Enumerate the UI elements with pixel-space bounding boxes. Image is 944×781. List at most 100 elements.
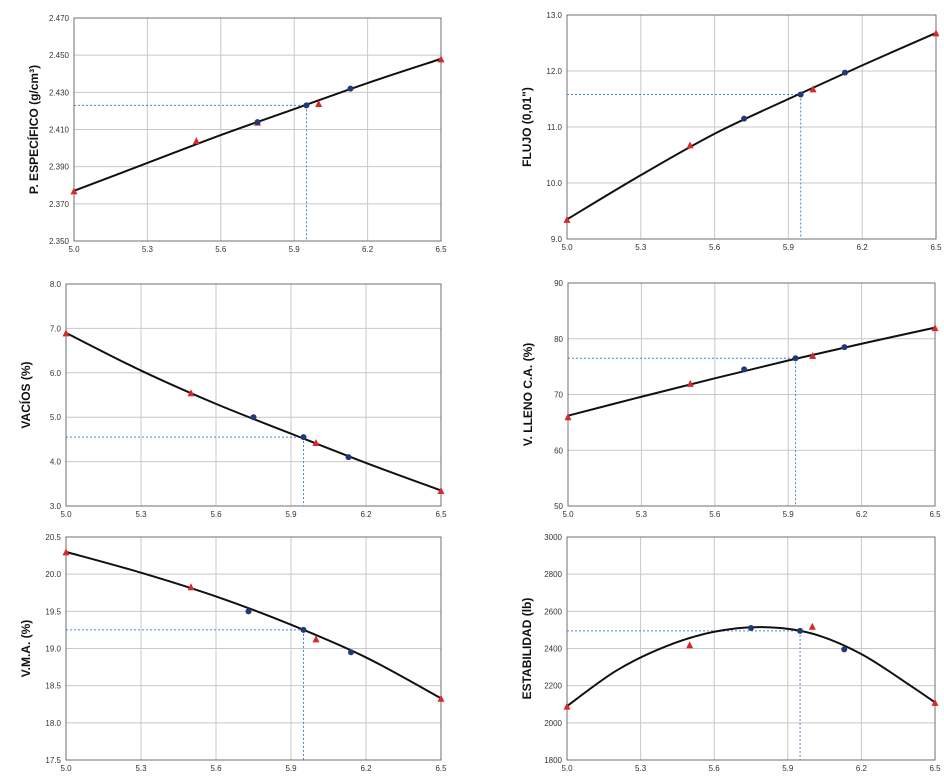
data-point-triangle: [563, 702, 571, 710]
x-tick-label: 5.9: [783, 510, 795, 519]
x-tick-label: 5.3: [635, 243, 647, 252]
y-tick-label: 12.0: [546, 67, 562, 76]
data-point-dot: [250, 414, 257, 421]
plot-frame: [65, 283, 442, 507]
x-tick-label: 5.3: [142, 245, 154, 254]
data-point-dot: [300, 434, 307, 441]
x-tick-label: 6.2: [362, 245, 374, 254]
y-tick-label: 2600: [544, 607, 562, 616]
fit-curve: [566, 32, 937, 221]
data-point-triangle: [187, 389, 195, 397]
chart-panel-4: 5.0 5.3 5.6 5.9 6.2 6.5 50 60 70 80 90 V. LLENO C.A…: [521, 279, 941, 519]
y-tick-label: 7.0: [50, 324, 62, 333]
x-tick-label: 5.9: [783, 243, 795, 252]
data-point-triangle: [62, 548, 70, 556]
x-tick-label: 5.0: [562, 510, 574, 519]
data-point-dot: [245, 608, 252, 615]
plot-frame: [567, 282, 936, 507]
x-tick-label: 6.2: [856, 510, 868, 519]
x-tick-label: 5.0: [561, 243, 573, 252]
data-point-triangle: [809, 351, 817, 359]
fit-curve: [567, 326, 936, 417]
y-tick-label: 2.430: [49, 88, 70, 97]
y-tick-label: 2000: [544, 719, 562, 728]
y-tick-label: 6.0: [50, 369, 62, 378]
data-point-triangle: [70, 187, 78, 195]
x-tick-label: 5.9: [782, 764, 794, 773]
y-tick-label: 2.470: [49, 14, 70, 23]
y-tick-label: 3.0: [50, 502, 62, 511]
data-point-dot: [748, 625, 754, 632]
data-point-dot: [841, 344, 848, 351]
y-tick-label: 18.5: [45, 682, 61, 691]
plot-area: [66, 284, 441, 506]
data-point-dot: [792, 355, 799, 362]
y-tick-label: 4.0: [50, 458, 62, 467]
data-point-dot: [841, 69, 848, 76]
plot-frame: [65, 536, 442, 761]
x-tick-label: 5.6: [709, 510, 721, 519]
y-tick-label: 18.0: [45, 719, 61, 728]
y-tick-label: 20.5: [45, 533, 61, 542]
x-tick-label: 5.6: [709, 243, 721, 252]
y-tick-label: 2400: [544, 645, 562, 654]
y-tick-label: 9.0: [551, 235, 563, 244]
x-tick-label: 6.5: [435, 510, 447, 519]
y-tick-label: 70: [554, 391, 563, 400]
data-point-triangle: [686, 379, 694, 387]
y-axis-label: VACÍOS (%): [18, 361, 33, 428]
x-tick-label: 5.6: [709, 764, 721, 773]
y-tick-label: 80: [554, 335, 563, 344]
x-tick-label: 5.6: [215, 245, 227, 254]
data-point-triangle: [686, 641, 694, 649]
data-point-triangle: [437, 55, 445, 63]
data-point-dot: [741, 366, 748, 373]
y-tick-label: 2.350: [49, 237, 70, 246]
y-axis-label: ESTABILIDAD (lb): [520, 598, 534, 700]
data-point-triangle: [564, 413, 572, 421]
data-point-triangle: [312, 439, 320, 447]
data-point-triangle: [563, 215, 571, 223]
data-point-triangle: [809, 85, 817, 93]
data-point-triangle: [932, 29, 940, 37]
x-tick-label: 5.0: [68, 245, 80, 254]
x-tick-label: 5.9: [285, 764, 297, 773]
data-point-dot: [797, 91, 804, 98]
data-point-dot: [841, 646, 848, 653]
x-tick-label: 5.0: [60, 764, 72, 773]
x-tick-label: 5.9: [285, 510, 297, 519]
fit-curve: [566, 626, 936, 707]
y-tick-label: 50: [554, 502, 563, 511]
y-tick-label: 13.0: [546, 11, 562, 20]
chart-panel-1: 5.0 5.3 5.6 5.9 6.2 6.5 2.350 2.370 2.390 2.410 2.…: [26, 14, 447, 254]
data-point-triangle: [62, 329, 70, 337]
plot-frame: [566, 14, 937, 240]
x-tick-label: 5.9: [289, 245, 301, 254]
chart-panel-5: 5.0 5.3 5.6 5.9 6.2 6.5 17.5 18.0 18.5 19.0 19.5 20…: [19, 533, 447, 773]
x-tick-label: 6.2: [360, 510, 372, 519]
data-point-triangle: [192, 137, 200, 145]
y-tick-label: 20.0: [45, 570, 61, 579]
y-tick-label: 2.410: [49, 126, 70, 135]
x-tick-label: 6.5: [435, 245, 447, 254]
y-tick-label: 11.0: [547, 123, 563, 132]
data-point-dot: [254, 119, 261, 126]
y-tick-label: 3000: [544, 533, 562, 542]
x-tick-label: 6.5: [929, 510, 941, 519]
data-point-triangle: [931, 698, 939, 706]
plot-frame: [566, 536, 936, 761]
data-point-dot: [347, 85, 354, 92]
x-tick-label: 5.3: [135, 510, 147, 519]
data-point-dot: [345, 454, 352, 461]
y-tick-label: 5.0: [50, 413, 62, 422]
x-tick-label: 6.5: [930, 243, 942, 252]
data-point-triangle: [437, 694, 445, 702]
x-tick-label: 5.6: [210, 764, 222, 773]
x-tick-label: 6.5: [435, 764, 447, 773]
plot-frame: [73, 17, 442, 242]
data-point-dot: [797, 627, 804, 634]
y-tick-label: 2.450: [49, 51, 70, 60]
data-point-dot: [348, 649, 354, 656]
